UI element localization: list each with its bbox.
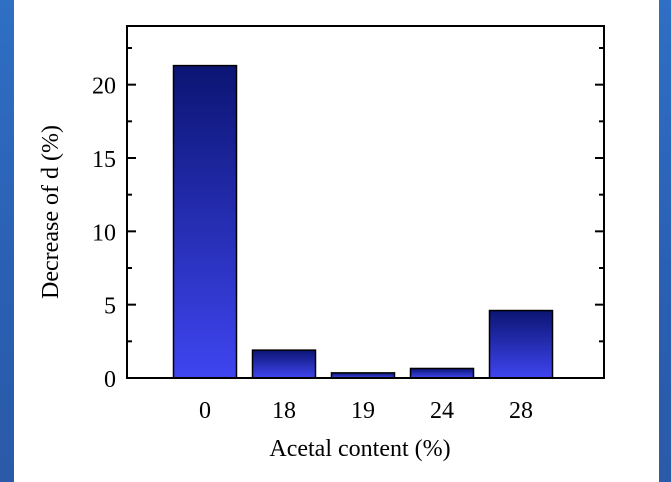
plot-frame bbox=[126, 25, 605, 379]
y-axis: 0 5 10 15 20 bbox=[92, 47, 604, 393]
bar-24 bbox=[409, 367, 475, 379]
bar-28 bbox=[488, 309, 554, 379]
bar-18 bbox=[251, 349, 317, 379]
chart-panel bbox=[14, 0, 659, 482]
x-axis: 0 18 19 24 28 bbox=[199, 398, 533, 424]
y-tick-label: 5 bbox=[104, 294, 116, 320]
x-tick-label: 19 bbox=[351, 398, 375, 424]
y-tick-label: 10 bbox=[92, 220, 116, 246]
x-axis-title: Acetal content (%) bbox=[269, 436, 450, 462]
y-tick-label: 0 bbox=[104, 367, 116, 393]
x-tick-label: 28 bbox=[509, 398, 533, 424]
bar-0 bbox=[172, 64, 238, 379]
bars-group bbox=[172, 64, 554, 379]
y-axis-title: Decrease of d (%) bbox=[38, 125, 64, 299]
y-tick-label: 15 bbox=[92, 147, 116, 173]
x-tick-label: 18 bbox=[272, 398, 296, 424]
y-tick-label: 20 bbox=[92, 74, 116, 100]
x-tick-label: 24 bbox=[430, 398, 454, 424]
x-tick-label: 0 bbox=[199, 398, 211, 424]
